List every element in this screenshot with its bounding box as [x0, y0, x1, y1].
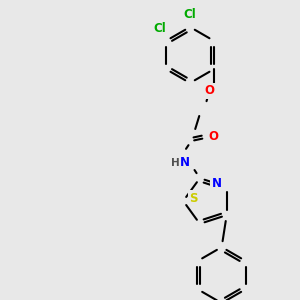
Text: N: N: [212, 177, 222, 190]
Text: N: N: [180, 157, 190, 169]
Text: O: O: [204, 85, 214, 98]
Text: Cl: Cl: [153, 22, 166, 35]
Text: S: S: [189, 191, 197, 205]
Text: H: H: [171, 158, 180, 168]
Text: Cl: Cl: [184, 8, 196, 22]
Text: O: O: [208, 130, 218, 142]
